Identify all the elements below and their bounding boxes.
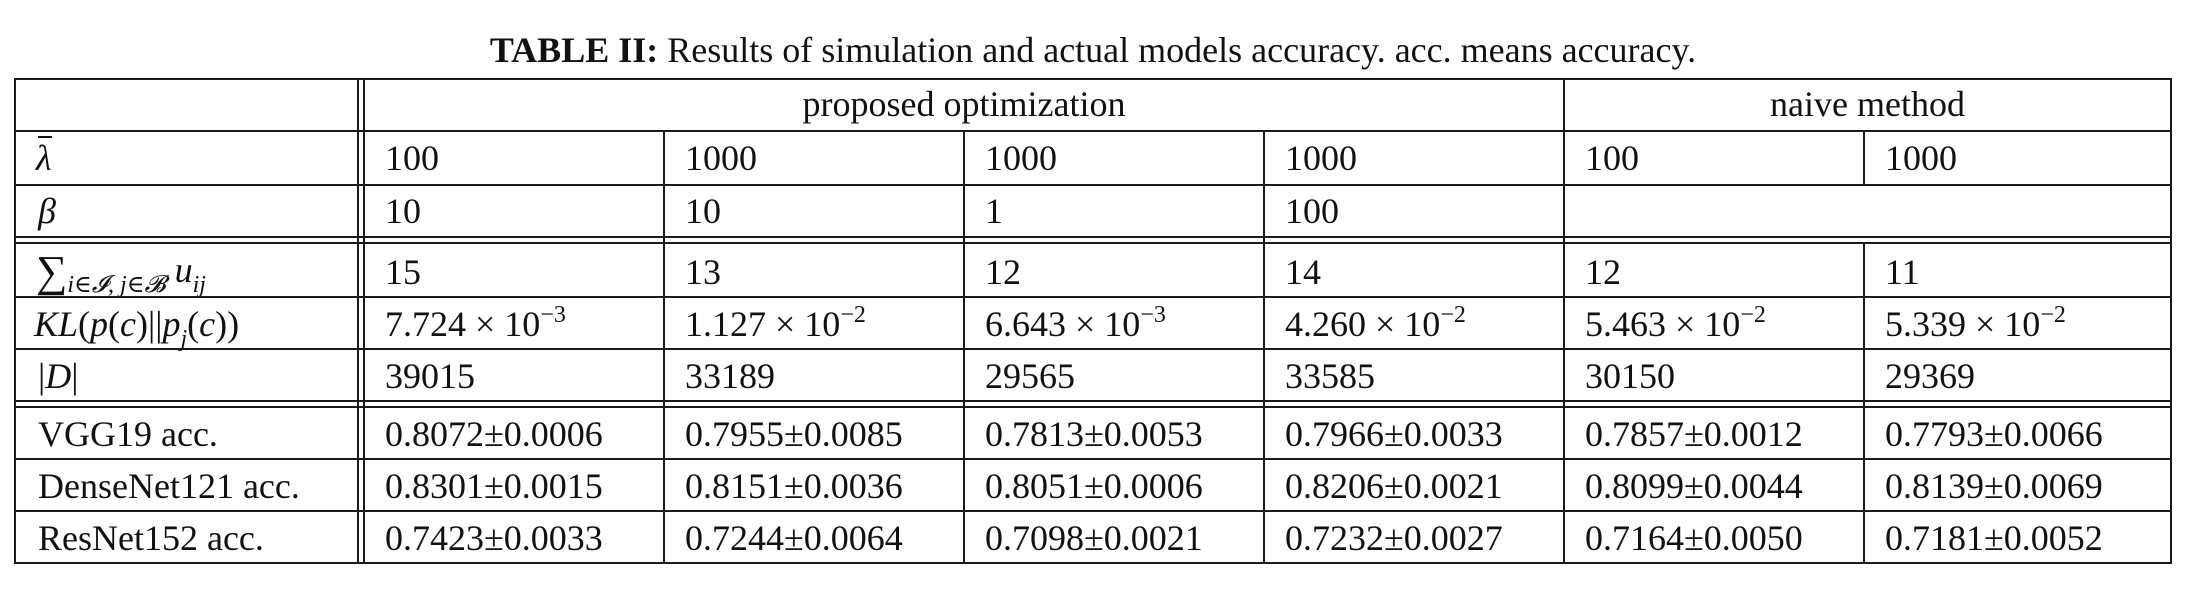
lambda-cell: 100 (1585, 138, 1639, 178)
rule (2170, 78, 2172, 564)
d-cell: 30150 (1585, 356, 1675, 396)
acc-cell: 0.8139±0.0069 (1885, 466, 2103, 506)
lambda-cell: 1000 (1285, 138, 1357, 178)
rule (14, 400, 2172, 402)
rule (14, 510, 2172, 512)
sum-u-cell: 12 (1585, 252, 1621, 292)
acc-cell: 0.7098±0.0021 (985, 518, 1203, 558)
beta-cell: 1 (985, 191, 1003, 231)
rule (1863, 242, 1865, 564)
rule (14, 296, 2172, 298)
lambda-cell: 1000 (685, 138, 757, 178)
beta-cell: 10 (385, 191, 421, 231)
row-label-kl: KL(p(c)||pj(c)) (34, 304, 240, 352)
kl-cell: 6.643 × 10−3 (985, 302, 1166, 344)
rule (14, 78, 16, 564)
rule (14, 406, 2172, 408)
sum-u-cell: 14 (1285, 252, 1321, 292)
rule (663, 130, 665, 564)
row-label-d: |D| (38, 356, 79, 396)
acc-cell: 0.8151±0.0036 (685, 466, 903, 506)
acc-cell: 0.7181±0.0052 (1885, 518, 2103, 558)
table-caption: TABLE II: Results of simulation and actu… (0, 28, 2186, 72)
row-label-sum-u: ∑i∈𝓘, j∈𝓑 uij (36, 247, 206, 298)
acc-cell: 0.7232±0.0027 (1285, 518, 1503, 558)
beta-cell: 10 (685, 191, 721, 231)
rule (1563, 78, 1565, 564)
kl-cell: 5.463 × 10−2 (1585, 302, 1766, 344)
acc-cell: 0.7423±0.0033 (385, 518, 603, 558)
rule (14, 242, 2172, 244)
acc-cell: 0.8206±0.0021 (1285, 466, 1503, 506)
acc-cell: 0.7813±0.0053 (985, 414, 1203, 454)
sum-u-cell: 15 (385, 252, 421, 292)
d-cell: 33585 (1285, 356, 1375, 396)
results-table: proposed optimization naive method λ 100… (14, 78, 2172, 582)
sum-u-cell: 12 (985, 252, 1021, 292)
acc-cell: 0.8301±0.0015 (385, 466, 603, 506)
acc-cell: 0.7966±0.0033 (1285, 414, 1503, 454)
rule (357, 78, 359, 564)
d-cell: 33189 (685, 356, 775, 396)
d-cell: 29565 (985, 356, 1075, 396)
caption-text: Results of simulation and actual models … (667, 30, 1697, 70)
row-label-densenet121: DenseNet121 acc. (38, 466, 300, 506)
rule (14, 348, 2172, 350)
caption-label: TABLE II: (489, 30, 659, 70)
acc-cell: 0.7793±0.0066 (1885, 414, 2103, 454)
rule (14, 78, 2172, 80)
row-label-resnet152: ResNet152 acc. (38, 518, 264, 558)
row-label-lambda: λ (36, 136, 52, 178)
acc-cell: 0.8051±0.0006 (985, 466, 1203, 506)
kl-cell: 1.127 × 10−2 (685, 302, 866, 344)
acc-cell: 0.7857±0.0012 (1585, 414, 1803, 454)
rule (14, 236, 2172, 238)
rule (14, 184, 2172, 186)
row-label-vgg19: VGG19 acc. (38, 414, 218, 454)
d-cell: 39015 (385, 356, 475, 396)
beta-cell: 100 (1285, 191, 1339, 231)
kl-cell: 7.724 × 10−3 (385, 302, 566, 344)
acc-cell: 0.7955±0.0085 (685, 414, 903, 454)
lambda-cell: 1000 (985, 138, 1057, 178)
rule (14, 562, 2172, 564)
lambda-cell: 100 (385, 138, 439, 178)
acc-cell: 0.8072±0.0006 (385, 414, 603, 454)
rule (1863, 130, 1865, 184)
acc-cell: 0.7164±0.0050 (1585, 518, 1803, 558)
kl-cell: 5.339 × 10−2 (1885, 302, 2066, 344)
sum-u-cell: 11 (1885, 252, 1920, 292)
rule (363, 78, 365, 564)
kl-cell: 4.260 × 10−2 (1285, 302, 1466, 344)
rule (14, 130, 2172, 132)
lambda-cell: 1000 (1885, 138, 1957, 178)
acc-cell: 0.7244±0.0064 (685, 518, 903, 558)
d-cell: 29369 (1885, 356, 1975, 396)
rule (963, 130, 965, 564)
rule (14, 458, 2172, 460)
acc-cell: 0.8099±0.0044 (1585, 466, 1803, 506)
sum-u-cell: 13 (685, 252, 721, 292)
row-label-beta: β (38, 191, 56, 231)
group-header-proposed: proposed optimization (802, 84, 1126, 124)
rule (1263, 130, 1265, 564)
group-header-naive: naive method (1770, 84, 1965, 124)
